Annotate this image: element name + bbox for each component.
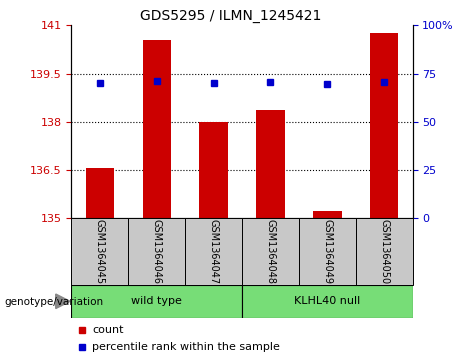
Bar	[370, 33, 398, 218]
Bar	[185, 218, 242, 285]
Text: GSM1364049: GSM1364049	[322, 219, 332, 284]
Text: GSM1364046: GSM1364046	[152, 219, 162, 284]
Bar	[313, 211, 342, 218]
Text: wild type: wild type	[131, 296, 182, 306]
Bar	[242, 285, 413, 318]
Text: KLHL40 null: KLHL40 null	[294, 296, 361, 306]
Bar	[200, 122, 228, 218]
Bar	[128, 218, 185, 285]
Text: GSM1364047: GSM1364047	[208, 219, 219, 284]
Text: GSM1364050: GSM1364050	[379, 219, 389, 284]
Text: percentile rank within the sample: percentile rank within the sample	[92, 342, 280, 352]
Bar	[299, 218, 356, 285]
Bar	[256, 110, 285, 218]
Bar	[71, 218, 128, 285]
Bar	[142, 40, 171, 218]
Text: GSM1364045: GSM1364045	[95, 219, 105, 284]
Bar	[86, 168, 114, 218]
Bar	[242, 218, 299, 285]
Text: GDS5295 / ILMN_1245421: GDS5295 / ILMN_1245421	[140, 9, 321, 23]
Polygon shape	[56, 294, 70, 309]
Bar	[71, 285, 242, 318]
Bar	[356, 218, 413, 285]
Text: genotype/variation: genotype/variation	[5, 297, 104, 307]
Text: GSM1364048: GSM1364048	[266, 219, 276, 284]
Text: count: count	[92, 325, 124, 335]
